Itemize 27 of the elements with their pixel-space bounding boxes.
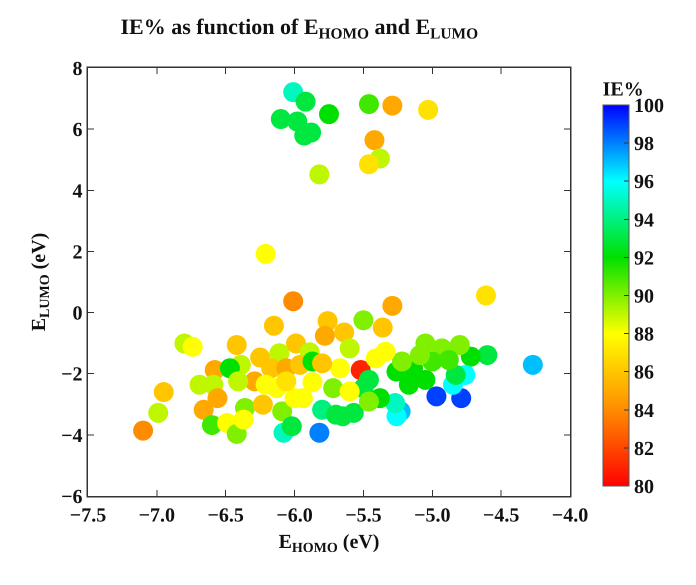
x-tick-label: −6.0 bbox=[276, 504, 313, 526]
color-bar-label: 88 bbox=[634, 324, 654, 346]
color-bar-label: 96 bbox=[634, 171, 654, 194]
x-tick-label: −5.5 bbox=[345, 504, 382, 526]
color-bar-label: 92 bbox=[634, 247, 654, 270]
color-bar-label: 98 bbox=[634, 133, 654, 156]
y-tick-label: −4 bbox=[61, 424, 82, 447]
color-bar-label: 94 bbox=[634, 209, 654, 232]
x-tick-label: −4.5 bbox=[482, 504, 520, 526]
color-bar-label: 80 bbox=[634, 476, 654, 498]
color-bar-label: 90 bbox=[634, 286, 654, 308]
y-tick-label: −2 bbox=[61, 364, 82, 386]
x-tick-label: −7.0 bbox=[138, 504, 176, 526]
y-tick-label: 2 bbox=[72, 241, 82, 264]
y-tick-label: 0 bbox=[72, 302, 82, 325]
x-tick-label: −5.0 bbox=[414, 504, 450, 526]
x-axis-title: E$_{HOMO}$ (eV) bbox=[278, 530, 380, 556]
color-bar-label: 84 bbox=[634, 400, 654, 422]
color-bar-label: 82 bbox=[634, 438, 654, 460]
color-bar-label: 86 bbox=[634, 362, 654, 384]
chart-title: IE% as function of E$_{HOMO}$ and E$_{LUMO}$ bbox=[120, 14, 478, 43]
y-tick-label: 4 bbox=[72, 180, 82, 202]
x-tick-label: −6.5 bbox=[208, 504, 244, 526]
color-bar-label: 100 bbox=[634, 95, 664, 117]
x-tick-label: −4.0 bbox=[552, 504, 588, 526]
y-tick-label: 8 bbox=[72, 58, 82, 80]
y-tick-label: 6 bbox=[72, 119, 82, 142]
